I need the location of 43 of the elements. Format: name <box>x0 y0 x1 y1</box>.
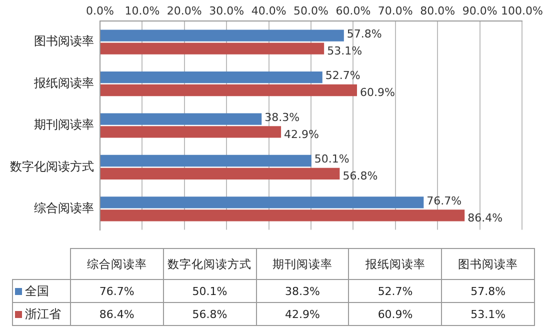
text: 42.9% <box>285 308 320 320</box>
text: 50.1% <box>192 284 228 298</box>
text: 57.8% <box>470 284 506 298</box>
data-label: 52.7% <box>325 69 360 82</box>
x-tick-label: 40.0% <box>251 4 286 18</box>
x-tick-label: 70.0% <box>378 4 413 18</box>
x-tick-label: 30.0% <box>209 4 244 18</box>
data-label: 56.8% <box>342 170 378 183</box>
legend-label: 浙江省 <box>12 302 70 326</box>
text: 56.8% <box>192 308 228 320</box>
data-label: 76.7% <box>426 194 462 208</box>
data-label: 42.9% <box>284 128 319 141</box>
data-label: 60.9% <box>360 86 395 100</box>
legend-label: 全国 <box>12 280 70 302</box>
x-tick-label: 0.0% <box>86 4 114 18</box>
x-tick-label: 20.0% <box>166 4 202 18</box>
y-tick-label: 报纸阅读率 <box>33 76 94 90</box>
text: 38.3% <box>285 284 320 298</box>
data-label: 38.3% <box>264 110 300 124</box>
x-tick-label: 100.0% <box>501 4 543 18</box>
y-tick-label: 图书阅读率 <box>34 34 94 48</box>
y-tick-label: 数字化阅读方式 <box>10 159 94 174</box>
y-tick-label: 综合阅读率 <box>34 201 94 216</box>
text: 76.7% <box>99 284 134 298</box>
data-label: 57.8% <box>346 27 382 40</box>
text: 86.4% <box>99 308 134 320</box>
x-tick-label: 60.0% <box>336 4 371 18</box>
text: 60.9% <box>378 308 413 320</box>
category-label: 期刊阅读率 <box>272 256 332 270</box>
text: 52.7% <box>378 284 413 298</box>
x-tick-label: 50.0% <box>294 4 328 18</box>
data-label: 53.1% <box>327 44 362 58</box>
text: 53.1% <box>470 308 506 320</box>
x-tick-label: 90.0% <box>462 4 498 18</box>
data-label: 86.4% <box>468 211 503 224</box>
category-label: 报纸阅读率 <box>365 256 426 270</box>
category-label: 综合阅读率 <box>86 256 147 270</box>
x-tick-label: 10.0% <box>124 4 160 18</box>
category-label: 数字化阅读方式 <box>168 256 252 270</box>
x-tick-label: 80.0% <box>420 4 456 18</box>
y-tick-label: 期刊阅读率 <box>34 118 94 132</box>
category-label: 图书阅读率 <box>458 256 518 270</box>
data-label: 50.1% <box>314 152 350 166</box>
